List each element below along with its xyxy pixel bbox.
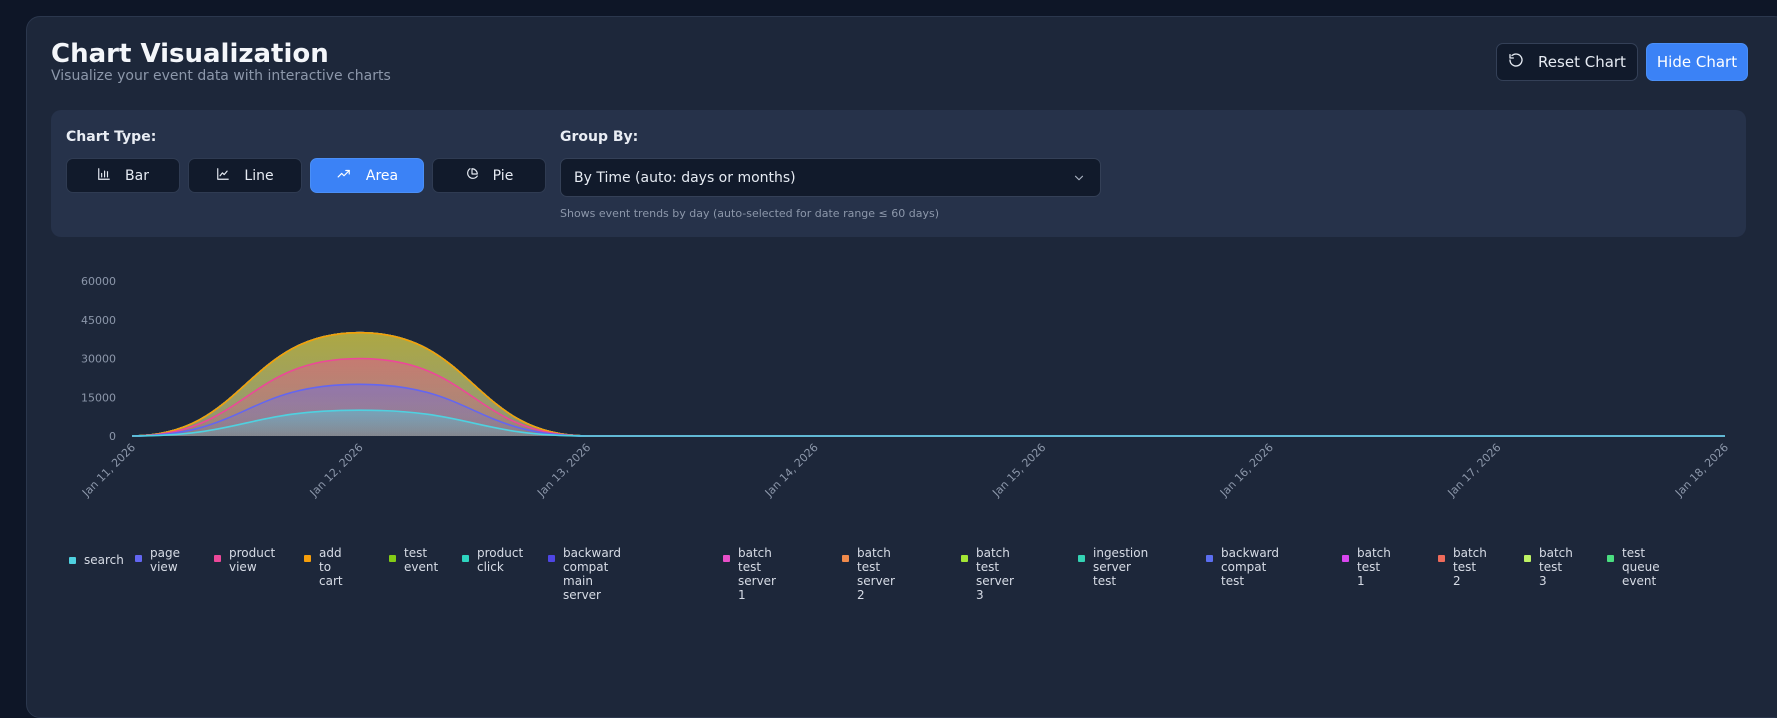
x-tick-label: Jan 17, 2026 bbox=[1445, 441, 1504, 500]
x-tick-label: Jan 13, 2026 bbox=[534, 441, 593, 500]
legend-label: backward compat test bbox=[1221, 546, 1280, 588]
legend-swatch bbox=[214, 555, 221, 562]
legend-swatch bbox=[462, 555, 469, 562]
legend-label: batch test 3 bbox=[1539, 546, 1573, 588]
y-tick-label: 60000 bbox=[81, 275, 116, 288]
chart-type-bar-button[interactable]: Bar bbox=[66, 158, 180, 193]
group-by-label: Group By: bbox=[560, 129, 639, 145]
area-chart: 0 15000 30000 45000 60000 Jan 11, 2026 Jan 12… bbox=[79, 275, 1731, 500]
legend-swatch bbox=[1438, 555, 1445, 562]
line-chart-icon bbox=[216, 167, 244, 185]
x-tick-label: Jan 15, 2026 bbox=[989, 441, 1048, 500]
chart-controls: Chart Type: Bar Line Area Pie Group By bbox=[51, 110, 1746, 237]
line-search bbox=[131, 409, 1725, 437]
legend-swatch bbox=[389, 555, 396, 562]
pie-chart-icon bbox=[465, 167, 493, 185]
chart-type-area-label: Area bbox=[365, 167, 399, 184]
legend-swatch bbox=[548, 555, 555, 562]
legend-label: test event bbox=[404, 546, 439, 574]
area-search bbox=[132, 410, 1725, 436]
y-tick-label: 15000 bbox=[81, 391, 116, 404]
legend-swatch bbox=[1206, 555, 1213, 562]
legend-swatch bbox=[961, 555, 968, 562]
chart-areas bbox=[131, 331, 1725, 437]
chart-type-area-button[interactable]: Area bbox=[310, 158, 424, 193]
chart-type-line-label: Line bbox=[244, 167, 274, 184]
area-chart-icon bbox=[336, 167, 366, 185]
x-tick-label: Jan 12, 2026 bbox=[307, 441, 366, 500]
legend-swatch bbox=[69, 557, 76, 564]
group-by-value: By Time (auto: days or months) bbox=[574, 169, 796, 186]
legend-label: batch test 1 bbox=[1357, 546, 1391, 588]
group-by-select[interactable]: By Time (auto: days or months) bbox=[560, 158, 1101, 197]
page-subtitle: Visualize your event data with interacti… bbox=[51, 68, 391, 84]
x-tick-label: Jan 18, 2026 bbox=[1672, 441, 1731, 500]
legend-swatch bbox=[304, 555, 311, 562]
x-tick-label: Jan 14, 2026 bbox=[762, 441, 821, 500]
chart-type-pie-label: Pie bbox=[492, 167, 514, 184]
x-tick-label: Jan 16, 2026 bbox=[1217, 441, 1276, 500]
bar-chart-icon bbox=[97, 167, 125, 185]
legend-swatch bbox=[1078, 555, 1085, 562]
legend-label: product click bbox=[477, 546, 524, 574]
reset-chart-label: Reset Chart bbox=[1538, 53, 1626, 71]
chart-type-bar-label: Bar bbox=[125, 167, 149, 184]
x-tick-label: Jan 11, 2026 bbox=[79, 441, 138, 500]
group-by-hint: Shows event trends by day (auto-selected… bbox=[560, 207, 940, 220]
legend-label: batch test server 1 bbox=[738, 546, 776, 602]
legend-swatch bbox=[842, 555, 849, 562]
chart-type-label: Chart Type: bbox=[66, 129, 157, 145]
legend-label: batch test server 3 bbox=[976, 546, 1014, 602]
legend-swatch bbox=[1607, 555, 1614, 562]
legend-label: ingestion server test bbox=[1093, 546, 1149, 588]
y-tick-label: 0 bbox=[109, 430, 116, 443]
legend-swatch bbox=[723, 555, 730, 562]
y-axis: 0 15000 30000 45000 60000 bbox=[81, 275, 116, 443]
reset-icon bbox=[1508, 52, 1538, 72]
y-tick-label: 45000 bbox=[81, 314, 116, 327]
legend-label: search bbox=[84, 553, 124, 567]
legend-swatch bbox=[1342, 555, 1349, 562]
y-tick-label: 30000 bbox=[81, 353, 116, 366]
legend-label: batch test server 2 bbox=[857, 546, 895, 602]
legend-label: add to cart bbox=[319, 546, 343, 588]
chart-type-line-button[interactable]: Line bbox=[188, 158, 302, 193]
reset-chart-button[interactable]: Reset Chart bbox=[1496, 43, 1638, 81]
x-axis: Jan 11, 2026 Jan 12, 2026 Jan 13, 2026 Jan … bbox=[79, 441, 1731, 500]
chart-type-pie-button[interactable]: Pie bbox=[432, 158, 546, 193]
page-title: Chart Visualization bbox=[51, 39, 329, 69]
legend-swatch bbox=[135, 555, 142, 562]
legend-label: page view bbox=[150, 546, 180, 574]
hide-chart-button[interactable]: Hide Chart bbox=[1646, 43, 1748, 81]
legend-label: backward compat main server bbox=[563, 546, 622, 602]
legend-label: batch test 2 bbox=[1453, 546, 1487, 588]
legend-label: product view bbox=[229, 546, 276, 574]
legend-swatch bbox=[1524, 555, 1531, 562]
chevron-down-icon bbox=[1072, 171, 1086, 189]
legend-label: test queue event bbox=[1622, 546, 1660, 588]
